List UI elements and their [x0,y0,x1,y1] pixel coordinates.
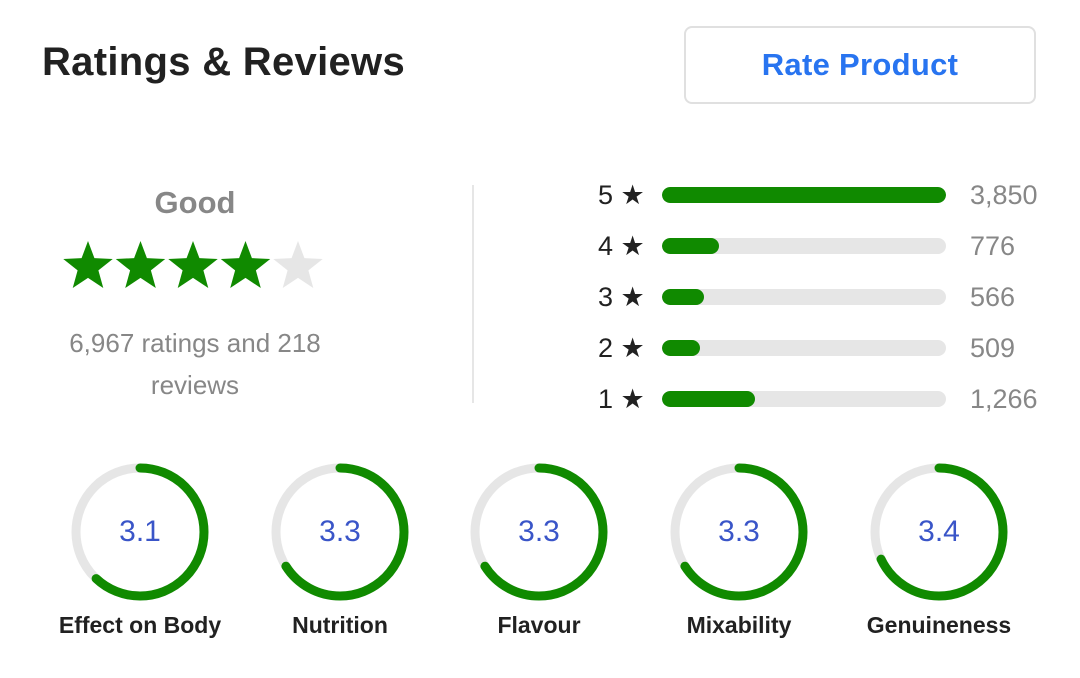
aspect-score: 3.3 [718,515,760,548]
aspect-name: Nutrition [292,612,388,638]
rating-bar-track [662,391,946,407]
rating-bar-row: 3 ★ 566 [598,280,1048,314]
aspect-ring-progress [71,463,209,601]
rating-bar-track [662,289,946,305]
ratings-summary: 6,967 ratings and 218 reviews [40,322,350,406]
ratings-summary-line1: 6,967 ratings and 218 [69,328,321,358]
aspect-score: 3.3 [518,515,560,548]
star-icon-empty [273,241,323,289]
rating-bar-count: 3,850 [970,180,1038,210]
ratings-summary-line2: reviews [150,370,240,400]
star-icon-filled [115,241,166,289]
aspect-ring-progress [670,463,808,601]
rating-bar-row: 2 ★ 509 [598,331,1048,365]
rating-bar-row: 1 ★ 1,266 [598,382,1048,416]
aspect-rating: 3.4 Genuineness [839,462,1039,652]
aspect-name: Mixability [686,612,792,638]
star-icon-filled [63,241,113,289]
rating-bar-label: 2 ★ [598,333,645,363]
rating-bar-count: 509 [970,333,1016,363]
rating-bar-fill [662,238,720,254]
rating-bar-label: 4 ★ [598,231,645,261]
overall-stars [62,240,325,296]
aspect-rating: 3.3 Mixability [639,462,839,652]
star-icon-filled [220,241,271,289]
rating-bar-track [662,340,946,356]
rating-bar-count: 566 [970,282,1016,312]
aspect-rating: 3.3 Flavour [439,462,639,652]
rating-bar-fill [662,187,946,203]
star-icon-filled [168,241,218,289]
overall-rating-label: Good [40,185,350,221]
page-title: Ratings & Reviews [42,40,405,84]
rating-bar-count: 776 [970,231,1016,261]
section-divider [472,185,474,403]
rating-bar-label: 5 ★ [598,180,645,210]
rating-bar-row: 4 ★ 776 [598,229,1048,263]
aspect-score: 3.3 [319,515,361,548]
aspect-name: Flavour [497,612,581,638]
rating-bar-track [662,187,946,203]
aspect-ring-progress [271,463,409,601]
rate-product-button[interactable]: Rate Product [684,26,1036,104]
aspect-rating: 3.3 Nutrition [240,462,440,652]
aspect-rating: 3.1 Effect on Body [40,462,240,652]
aspect-ring-progress [470,463,608,601]
overall-rating-text: Good [154,185,236,220]
aspect-score: 3.1 [119,515,161,548]
rating-bar-label: 1 ★ [598,384,645,414]
rating-bar-count: 1,266 [970,384,1038,414]
aspect-score: 3.4 [918,515,960,548]
aspect-ring-progress [870,463,1008,601]
aspect-name: Genuineness [866,612,1012,638]
rating-bar-label: 3 ★ [598,282,645,312]
rating-bar-row: 5 ★ 3,850 [598,178,1048,212]
rating-bar-fill [662,289,704,305]
aspect-name: Effect on Body [58,612,222,638]
rating-bar-fill [662,391,756,407]
rating-bar-fill [662,340,700,356]
rating-bar-track [662,238,946,254]
